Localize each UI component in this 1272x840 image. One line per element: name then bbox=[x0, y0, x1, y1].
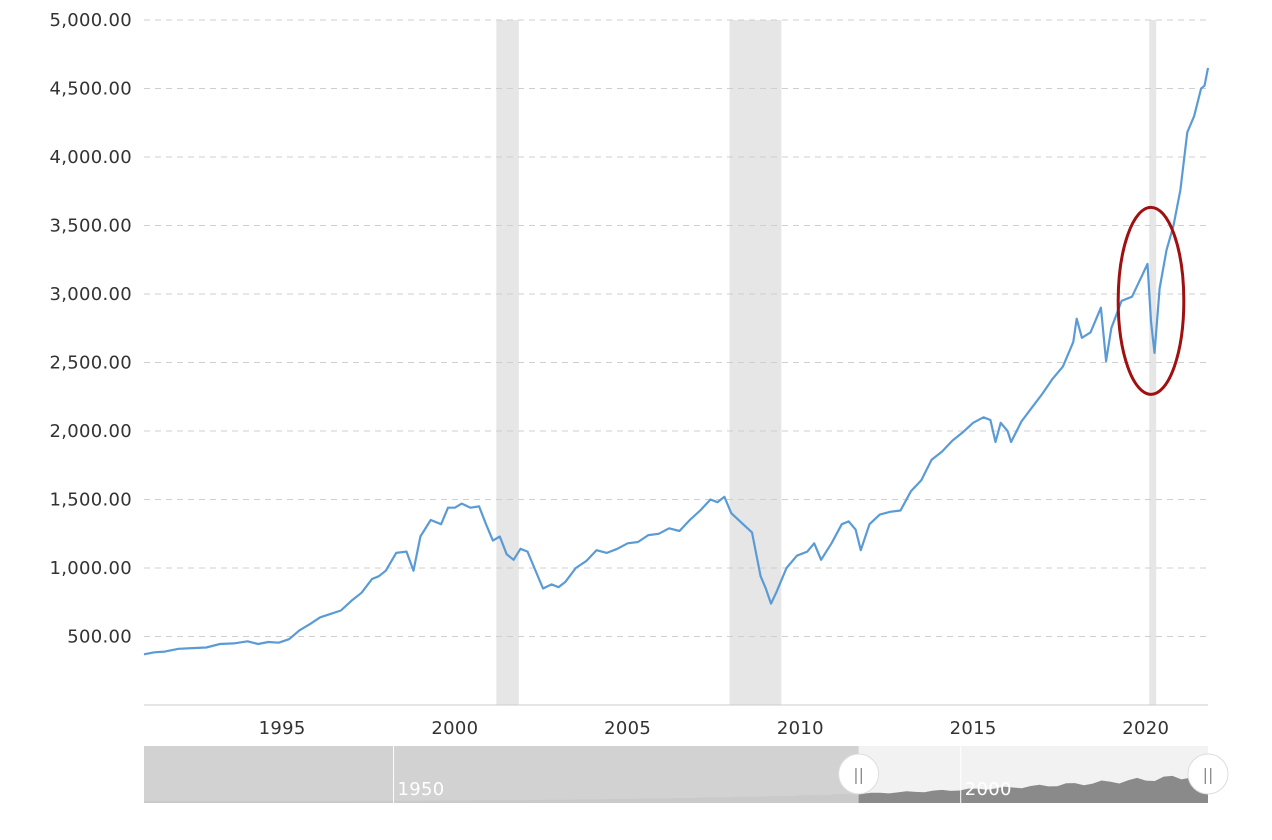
y-tick-label: 1,500.00 bbox=[49, 490, 132, 511]
x-tick-label: 2010 bbox=[777, 718, 824, 739]
y-tick-label: 2,500.00 bbox=[49, 353, 132, 374]
navigator-left-handle[interactable]: || bbox=[838, 753, 880, 795]
annotations bbox=[1116, 205, 1186, 396]
x-axis: 1995 2000 2005 2010 2015 2020 bbox=[144, 704, 1208, 739]
navigator-right-handle-knob[interactable] bbox=[1187, 753, 1229, 795]
recession-band bbox=[1149, 20, 1157, 705]
y-tick-label: 2,000.00 bbox=[49, 421, 132, 442]
navigator-unselected-mask bbox=[144, 746, 859, 803]
x-tick-label: 2015 bbox=[950, 718, 997, 739]
x-tick-label: 2000 bbox=[431, 718, 478, 739]
navigator-left-handle-knob[interactable] bbox=[838, 753, 880, 795]
x-tick-label: 1995 bbox=[259, 718, 306, 739]
y-tick-label: 3,500.00 bbox=[49, 216, 132, 237]
navigator-area bbox=[144, 772, 1208, 803]
navigator-year-label: 2000 bbox=[965, 779, 1012, 800]
y-tick-label: 500.00 bbox=[67, 627, 132, 648]
y-tick-label: 1,000.00 bbox=[49, 558, 132, 579]
y-tick-label: 5,000.00 bbox=[49, 10, 132, 31]
y-axis-labels: 500.00 1,000.00 1,500.00 2,000.00 2,500.00 3,… bbox=[49, 10, 132, 648]
navigator-right-handle-glyph: || bbox=[1203, 765, 1214, 784]
x-tick-label: 2020 bbox=[1122, 718, 1169, 739]
y-tick-label: 3,000.00 bbox=[49, 284, 132, 305]
navigator-right-handle[interactable]: || bbox=[1187, 753, 1229, 795]
range-navigator[interactable]: 1950 2000 || || bbox=[144, 746, 1229, 803]
series-group bbox=[143, 67, 1210, 656]
sp500-series-line bbox=[143, 67, 1210, 656]
navigator-left-handle-glyph: || bbox=[853, 765, 864, 784]
x-tick-label: 2005 bbox=[604, 718, 651, 739]
y-tick-label: 4,000.00 bbox=[49, 147, 132, 168]
navigator-year-label: 1950 bbox=[398, 779, 445, 800]
grid-lines bbox=[144, 19, 1208, 637]
y-tick-label: 4,500.00 bbox=[49, 79, 132, 100]
annotation-circle bbox=[1116, 205, 1186, 396]
